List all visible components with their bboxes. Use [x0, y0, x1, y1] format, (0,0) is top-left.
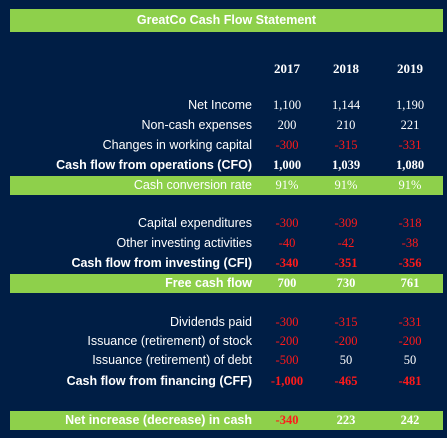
cell-2019: 242 [400, 413, 420, 427]
cell-2019: -356 [398, 256, 422, 270]
row-label: Capital expenditures [138, 216, 252, 230]
cell-2017: 700 [277, 276, 297, 290]
row-stock-issuance: Issuance (retirement) of stock -200 -200… [10, 332, 443, 351]
row-label: Cash conversion rate [133, 178, 252, 192]
year-header: 2019 [397, 61, 423, 76]
cell-2017: -300 [275, 216, 299, 230]
cell-2019: 221 [400, 118, 420, 132]
cell-2019: 1,190 [395, 98, 425, 112]
row-cfo: Cash flow from operations (CFO) 1,000 1,… [10, 156, 443, 175]
cell-2017: -40 [278, 236, 296, 250]
cell-2018: -465 [334, 374, 358, 388]
row-capex: Capital expenditures -300 -309 -318 [10, 214, 443, 233]
cell-2017: 1,000 [272, 158, 302, 172]
cell-2017: -300 [275, 138, 299, 152]
cell-2017: -500 [275, 353, 299, 367]
year-header: 2018 [333, 61, 359, 76]
cell-2019: 1,080 [395, 158, 425, 172]
cell-2019: -318 [398, 216, 422, 230]
cell-2019: -38 [401, 236, 419, 250]
cell-2018: -42 [337, 236, 355, 250]
cell-2017: 200 [277, 118, 297, 132]
cell-2018: -200 [334, 334, 358, 348]
row-label: Cash flow from investing (CFI) [71, 256, 252, 270]
cell-2018: 223 [336, 413, 356, 427]
cell-2017: -340 [275, 256, 299, 270]
row-label: Non-cash expenses [141, 118, 252, 132]
row-working-capital: Changes in working capital -300 -315 -33… [10, 136, 443, 155]
row-cff: Cash flow from financing (CFF) -1,000 -4… [10, 372, 443, 391]
cell-2018: 1,144 [331, 98, 361, 112]
cell-2017: -200 [275, 334, 299, 348]
row-non-cash-expenses: Non-cash expenses 200 210 221 [10, 116, 443, 135]
row-label: Dividends paid [170, 315, 252, 329]
title-bar: GreatCo Cash Flow Statement [10, 9, 443, 32]
year-header-row: 2017 2018 2019 [10, 58, 443, 80]
cell-2019: 91% [398, 178, 422, 192]
cell-2018: -309 [334, 216, 358, 230]
row-free-cash-flow: Free cash flow 700 730 761 [10, 274, 443, 293]
row-label: Issuance (retirement) of debt [92, 353, 252, 367]
cell-2018: -351 [334, 256, 358, 270]
cell-2018: -315 [334, 138, 358, 152]
row-net-income: Net Income 1,100 1,144 1,190 [10, 96, 443, 115]
row-label: Issuance (retirement) of stock [87, 334, 252, 348]
row-net-increase-in-cash: Net increase (decrease) in cash -340 223… [10, 411, 443, 430]
row-cash-conversion-rate: Cash conversion rate 91% 91% 91% [10, 176, 443, 195]
cell-2017: 1,100 [272, 98, 302, 112]
row-label: Other investing activities [116, 236, 252, 250]
row-debt-issuance: Issuance (retirement) of debt -500 50 50 [10, 351, 443, 370]
cell-2019: 761 [400, 276, 420, 290]
statement-title: GreatCo Cash Flow Statement [136, 13, 317, 27]
cell-2017: 91% [275, 178, 299, 192]
row-label: Changes in working capital [102, 138, 252, 152]
cell-2018: 1,039 [331, 158, 361, 172]
cell-2018: 730 [336, 276, 356, 290]
row-label: Cash flow from financing (CFF) [66, 374, 252, 388]
cell-2019: -200 [398, 334, 422, 348]
row-label: Cash flow from operations (CFO) [56, 158, 252, 172]
year-header: 2017 [274, 61, 300, 76]
cell-2017: -340 [275, 413, 299, 427]
cell-2019: -481 [398, 374, 422, 388]
cell-2018: 50 [339, 353, 353, 367]
cell-2019: -331 [398, 315, 422, 329]
row-label: Net Income [188, 98, 252, 112]
row-other-investing: Other investing activities -40 -42 -38 [10, 234, 443, 253]
row-label: Net increase (decrease) in cash [65, 413, 252, 427]
cell-2017: -1,000 [270, 374, 304, 388]
cell-2018: -315 [334, 315, 358, 329]
row-cfi: Cash flow from investing (CFI) -340 -351… [10, 254, 443, 273]
cell-2019: -331 [398, 138, 422, 152]
row-dividends: Dividends paid -300 -315 -331 [10, 313, 443, 332]
row-label: Free cash flow [165, 276, 252, 290]
cell-2019: 50 [403, 353, 417, 367]
cell-2018: 210 [336, 118, 356, 132]
cell-2018: 91% [334, 178, 358, 192]
cell-2017: -300 [275, 315, 299, 329]
